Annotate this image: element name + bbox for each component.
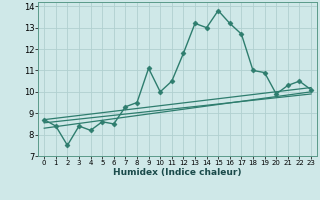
X-axis label: Humidex (Indice chaleur): Humidex (Indice chaleur) <box>113 168 242 177</box>
